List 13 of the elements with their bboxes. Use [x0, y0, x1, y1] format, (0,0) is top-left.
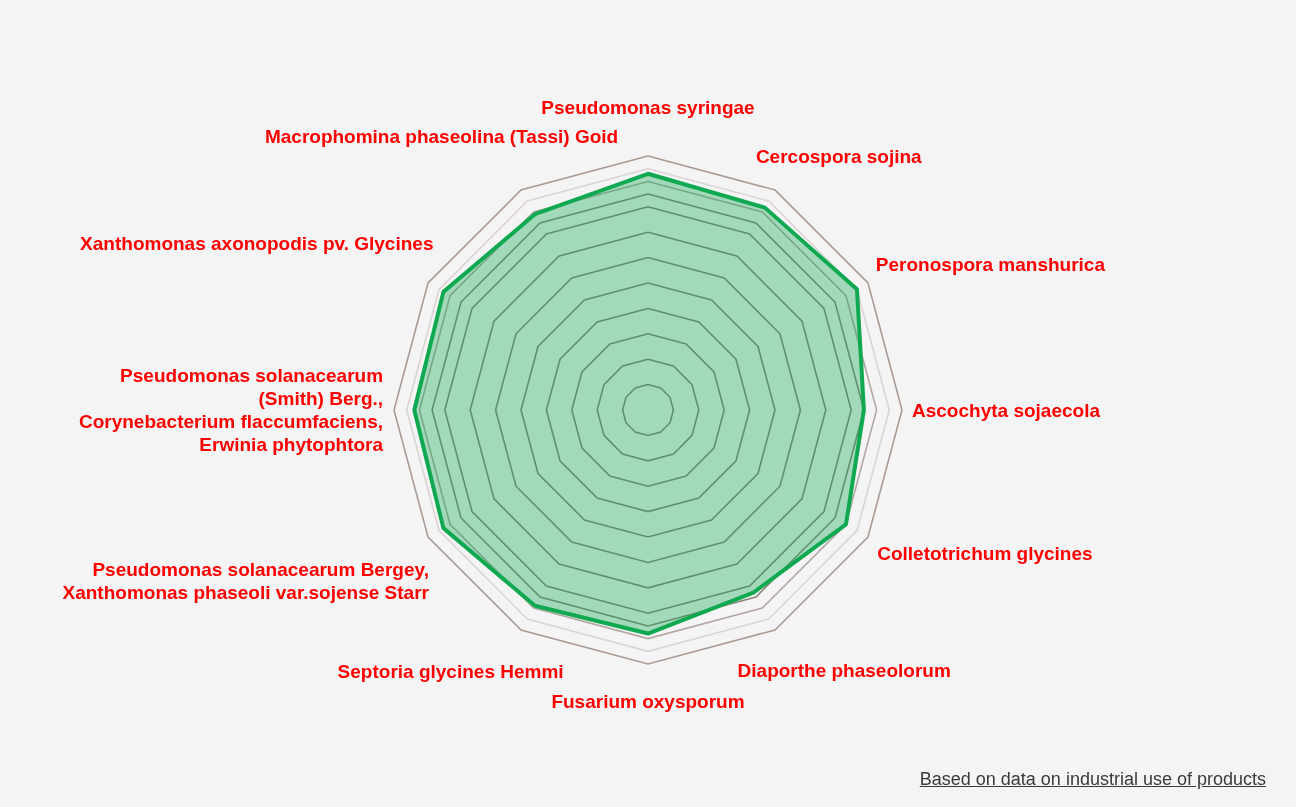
spoke-label: Xanthomonas axonopodis pv. Glycines: [80, 233, 434, 255]
spoke-label: Ascochyta sojaecola: [912, 399, 1101, 421]
spoke-label: Fusarium oxysporum: [551, 690, 745, 712]
spoke-label: Macrophomina phaseolina (Tassi) Goid: [264, 125, 619, 147]
spoke-label: Pseudomonas solanacearum Bergey, Xanthomonas phaseoli var.sojense Starr: [62, 558, 430, 603]
spoke-label: Pseudomonas syringae: [541, 96, 755, 118]
spoke-label: Diaporthe phaseolorum: [737, 659, 951, 681]
spoke-label: Peronospora manshurica: [875, 254, 1106, 276]
spoke-label: Colletotrichum glycines: [877, 542, 1093, 564]
spoke-label: Cercospora sojina: [755, 146, 923, 168]
spoke-label: Pseudomonas solanacearum (Smith) Berg., Corynebacterium flaccumfaciens, Erwinia phytophtora: [78, 365, 384, 455]
spoke-label: Septoria glycines Hemmi: [337, 661, 564, 683]
text: Based on data on industrial use of products: [919, 768, 1266, 791]
